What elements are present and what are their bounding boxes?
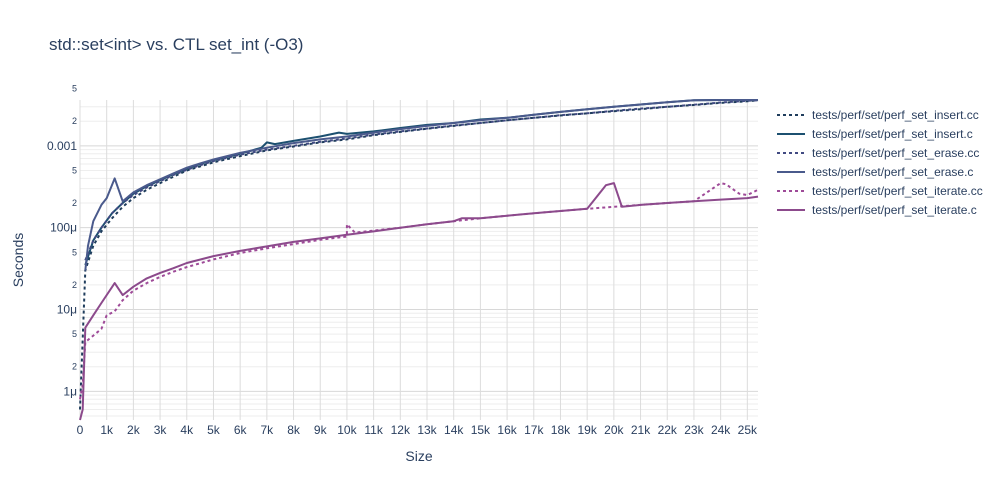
y-axis-title: Seconds xyxy=(10,233,26,287)
x-tick-label: 7k xyxy=(261,423,275,437)
legend: tests/perf/set/perf_set_insert.cc tests/p… xyxy=(777,108,983,217)
legend-label[interactable]: tests/perf/set/perf_set_erase.cc xyxy=(812,146,979,160)
y-axis-ticks: 1μ 10μ 100μ 0.001 2 5 2 5 2 5 2 5 xyxy=(47,84,77,399)
x-tick-label: 24k xyxy=(711,423,731,437)
x-tick-label: 18k xyxy=(551,423,571,437)
x-tick-label: 8k xyxy=(287,423,301,437)
x-tick-label: 4k xyxy=(180,423,194,437)
x-tick-label: 20k xyxy=(604,423,624,437)
series-lines xyxy=(79,99,759,421)
x-tick-label: 11k xyxy=(364,423,383,437)
y-minor-tick-label: 2 xyxy=(72,280,77,290)
x-tick-label: 5k xyxy=(207,423,221,437)
y-minor-tick-label: 5 xyxy=(72,165,77,175)
x-tick-label: 12k xyxy=(391,423,411,437)
chart-title: std::set<int> vs. CTL set_int (-O3) xyxy=(49,35,303,54)
legend-label[interactable]: tests/perf/set/perf_set_erase.c xyxy=(812,165,973,179)
x-tick-label: 15k xyxy=(471,423,491,437)
y-gridlines xyxy=(80,106,758,417)
x-tick-label: 23k xyxy=(684,423,704,437)
y-tick-label: 100μ xyxy=(50,221,77,235)
y-minor-tick-label: 5 xyxy=(72,247,77,257)
series-line-6 xyxy=(79,182,759,421)
x-tick-label: 1k xyxy=(100,423,114,437)
x-tick-label: 3k xyxy=(154,423,168,437)
y-minor-tick-label: 2 xyxy=(72,116,77,126)
x-tick-label: 14k xyxy=(444,423,464,437)
y-minor-tick-label: 5 xyxy=(72,84,77,94)
y-tick-label: 10μ xyxy=(57,303,77,317)
y-minor-tick-label: 2 xyxy=(72,198,77,208)
y-minor-tick-label: 5 xyxy=(72,329,77,339)
x-tick-label: 10k xyxy=(337,423,357,437)
legend-label[interactable]: tests/perf/set/perf_set_insert.c xyxy=(812,127,973,141)
x-tick-label: 21k xyxy=(631,423,651,437)
legend-label[interactable]: tests/perf/set/perf_set_iterate.cc xyxy=(812,184,983,198)
y-tick-label: 1μ xyxy=(63,384,77,398)
x-tick-label: 22k xyxy=(658,423,678,437)
x-tick-label: 9k xyxy=(314,423,328,437)
x-axis-ticks: 0 1k 2k 3k 4k 5k 6k 7k 8k 9k 10k 11k 12k 13k 14k 15k 16k… xyxy=(77,423,758,437)
series-line-1 xyxy=(79,99,759,410)
y-minor-tick-label: 2 xyxy=(72,362,77,372)
x-tick-label: 19k xyxy=(577,423,597,437)
x-tick-label: 17k xyxy=(524,423,544,437)
x-tick-label: 13k xyxy=(417,423,437,437)
series-line-4 xyxy=(84,99,758,271)
y-tick-label: 0.001 xyxy=(47,139,77,153)
x-gridlines xyxy=(79,100,748,420)
x-tick-label: 6k xyxy=(234,423,248,437)
x-tick-label: 16k xyxy=(497,423,517,437)
legend-label[interactable]: tests/perf/set/perf_set_iterate.c xyxy=(812,203,977,217)
x-tick-label: 2k xyxy=(127,423,141,437)
x-axis-title: Size xyxy=(405,448,432,464)
legend-label[interactable]: tests/perf/set/perf_set_insert.cc xyxy=(812,108,979,122)
x-tick-label: 25k xyxy=(738,423,758,437)
x-tick-label: 0 xyxy=(77,423,84,437)
